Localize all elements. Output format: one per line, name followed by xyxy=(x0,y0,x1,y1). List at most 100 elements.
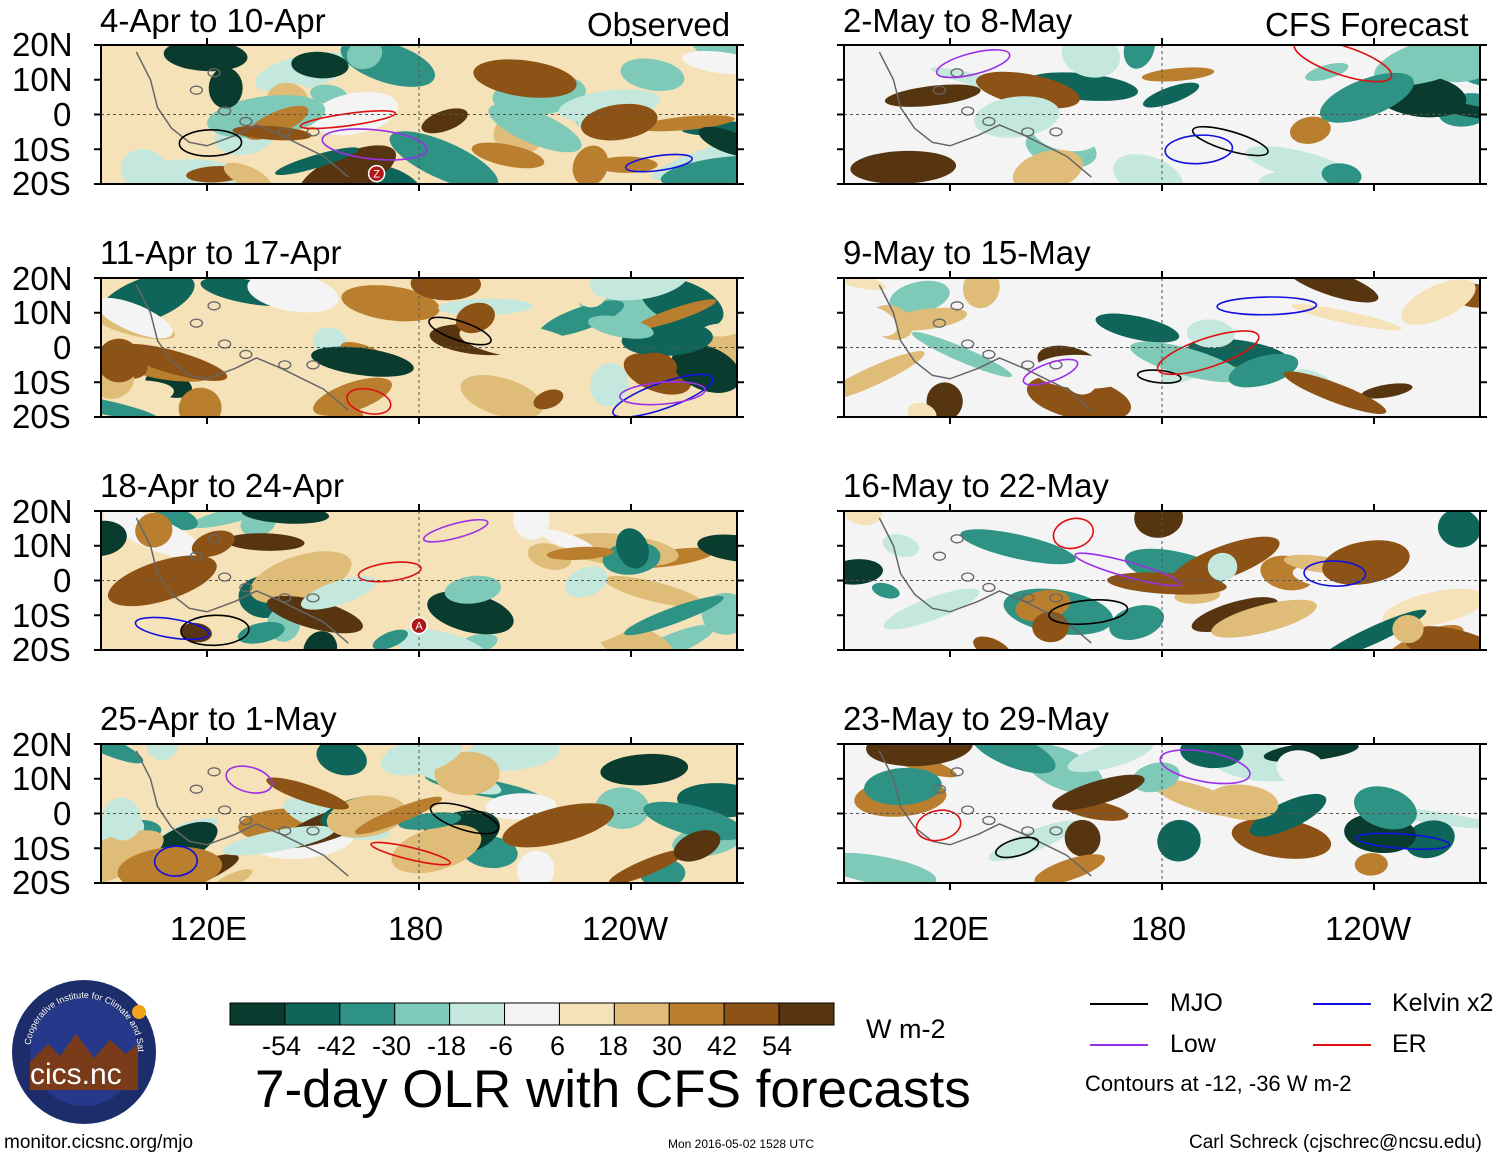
olr-anomaly-blob xyxy=(624,595,724,636)
olr-anomaly-blob xyxy=(962,278,1000,309)
olr-anomaly-blob xyxy=(191,530,235,557)
island-outline xyxy=(218,572,232,582)
olr-anomaly-blob xyxy=(1157,819,1201,862)
colorbar-tick: 30 xyxy=(652,1031,683,1061)
contour-mjo xyxy=(428,316,492,346)
olr-anomaly-blob xyxy=(232,125,312,141)
olr-anomaly-blob xyxy=(1211,599,1317,638)
island-outline xyxy=(207,301,221,311)
olr-anomaly-blob xyxy=(1433,350,1480,386)
lat-tick: 20N xyxy=(12,726,73,763)
olr-anomaly-blob xyxy=(1374,45,1480,86)
contour-er xyxy=(1156,330,1260,376)
storm-marker-label: Z xyxy=(373,169,380,181)
olr-anomaly-blob xyxy=(471,142,545,169)
legend-swatch-mjo xyxy=(1090,1003,1148,1005)
island-outline xyxy=(932,85,947,95)
olr-anomaly-blob xyxy=(608,849,686,883)
storm-marker-label: A xyxy=(415,621,423,633)
colorbar-tick: -54 xyxy=(262,1031,302,1061)
contour-er xyxy=(1052,517,1095,550)
olr-anomaly-blob xyxy=(1033,354,1130,389)
olr-anomaly-blob xyxy=(1130,341,1243,383)
panel-0-1 xyxy=(94,271,744,424)
olr-anomaly-blob xyxy=(850,150,957,184)
colorbar xyxy=(229,1002,835,1026)
contour-kelvin-x2 xyxy=(612,373,714,417)
olr-anomaly-blob xyxy=(266,595,363,634)
olr-anomaly-blob xyxy=(889,280,950,314)
olr-anomaly-blob xyxy=(882,534,920,557)
storm-marker xyxy=(367,164,386,183)
lat-tick: 20S xyxy=(12,631,71,668)
olr-anomaly-blob xyxy=(589,278,689,301)
contour-mjo xyxy=(1048,599,1129,626)
olr-anomaly-blob xyxy=(266,777,349,810)
legend-swatch-er xyxy=(1313,1044,1371,1046)
colorbar-segment xyxy=(613,1002,670,1026)
contour-er xyxy=(370,841,452,866)
olr-anomaly-blob xyxy=(502,803,615,848)
olr-anomaly-blob xyxy=(1319,72,1414,123)
colorbar-tick: -42 xyxy=(317,1031,357,1061)
olr-anomaly-blob xyxy=(1142,82,1200,108)
panel-title: 9-May to 15-May xyxy=(843,234,1091,271)
olr-anomaly-blob xyxy=(102,797,142,841)
olr-anomaly-blob xyxy=(1285,278,1379,303)
olr-anomaly-blob xyxy=(844,511,882,526)
island-outline xyxy=(207,68,221,78)
island-outline xyxy=(207,767,221,777)
olr-anomaly-blob xyxy=(346,45,383,70)
olr-anomaly-blob xyxy=(533,389,564,410)
olr-anomaly-blob xyxy=(600,753,689,786)
island-outline xyxy=(982,116,996,127)
column-label-observed: Observed xyxy=(587,6,731,43)
olr-anomaly-blob xyxy=(1322,540,1410,585)
coastline xyxy=(878,750,1092,877)
contour-er xyxy=(346,387,392,415)
island-outline xyxy=(278,360,292,370)
contour-mjo xyxy=(1191,125,1269,157)
olr-anomaly-blob xyxy=(222,825,335,856)
olr-anomaly-blob xyxy=(134,366,207,382)
lon-tick: 120W xyxy=(1325,910,1412,947)
panel-1-3 xyxy=(837,737,1487,890)
olr-anomaly-blob xyxy=(410,278,482,301)
lat-tick: 20S xyxy=(12,398,71,435)
olr-anomaly-blob xyxy=(883,588,980,630)
olr-anomaly-blob xyxy=(316,744,367,776)
olr-anomaly-blob xyxy=(1401,279,1476,325)
olr-anomaly-blob xyxy=(121,149,169,184)
contour-low xyxy=(321,128,428,161)
colorbar-segment xyxy=(504,1002,560,1026)
olr-anomaly-blob xyxy=(1109,605,1164,640)
olr-anomaly-blob xyxy=(620,58,685,92)
olr-anomaly-blob xyxy=(341,285,440,322)
olr-anomaly-blob xyxy=(1228,353,1299,388)
olr-anomaly-blob xyxy=(629,352,677,384)
olr-anomaly-blob xyxy=(871,582,900,599)
contour-low xyxy=(1159,749,1251,785)
island-outline xyxy=(278,593,292,603)
olr-anomaly-blob xyxy=(533,617,638,650)
olr-anomaly-blob xyxy=(844,278,887,291)
contour-er xyxy=(1293,45,1393,83)
olr-anomaly-blob xyxy=(513,511,550,540)
contour-low xyxy=(935,49,1011,79)
olr-anomaly-blob xyxy=(671,344,737,393)
legend-swatch-kelvin xyxy=(1313,1003,1371,1005)
island-outline xyxy=(961,572,975,582)
olr-anomaly-blob xyxy=(844,559,883,585)
contour-mjo xyxy=(429,802,500,835)
olr-anomaly-blob xyxy=(1034,854,1105,883)
lat-tick: 10S xyxy=(12,830,71,867)
island-outline xyxy=(1049,127,1063,137)
footer-timestamp: Mon 2016-05-02 1528 UTC xyxy=(668,1137,815,1151)
olr-anomaly-blob xyxy=(517,850,555,883)
olr-anomaly-blob xyxy=(190,511,267,528)
footer-url[interactable]: monitor.cicsnc.org/mjo xyxy=(4,1132,194,1153)
olr-anomaly-blob xyxy=(970,744,1056,774)
olr-anomaly-blob xyxy=(866,744,973,767)
island-outline xyxy=(950,301,964,311)
olr-anomaly-blob xyxy=(135,512,173,548)
